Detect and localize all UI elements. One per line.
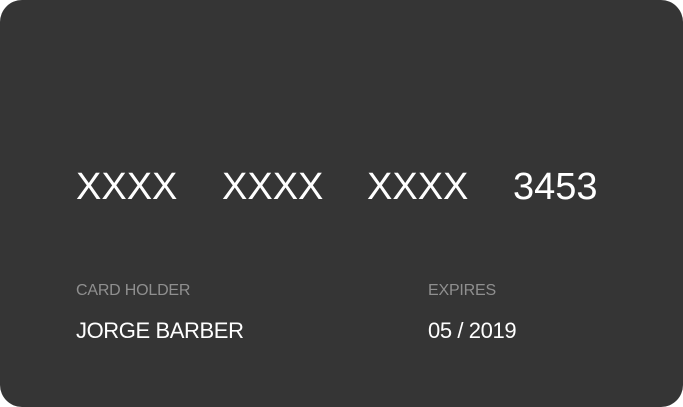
card-number-group-4: 3453 [513, 166, 598, 208]
card-number: XXXX XXXX XXXX 3453 [76, 163, 636, 211]
expires-label: EXPIRES [428, 282, 496, 299]
expires-value: 05 / 2019 [428, 318, 517, 343]
card-number-group-3: XXXX [367, 166, 469, 208]
card-number-group-1: XXXX [76, 166, 178, 208]
card-holder-name: JORGE BARBER [76, 318, 244, 343]
card-number-group-2: XXXX [222, 166, 324, 208]
card-holder-label: CARD HOLDER [76, 282, 191, 299]
